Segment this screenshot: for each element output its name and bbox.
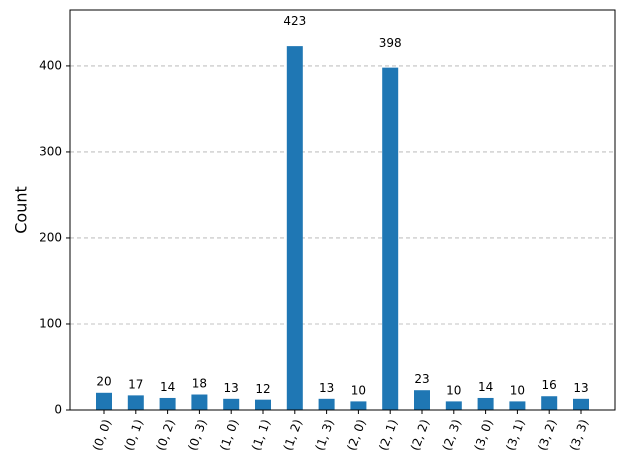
bar	[318, 398, 335, 410]
x-tick-label: (0, 3)	[185, 417, 209, 452]
data-label: 10	[446, 384, 461, 398]
y-tick-label: 400	[39, 58, 62, 72]
x-tick-label: (1, 1)	[249, 417, 273, 452]
x-tick-label: (3, 3)	[567, 417, 591, 452]
y-axis-label: Count	[12, 186, 31, 234]
x-tick-label: (2, 0)	[344, 417, 368, 452]
data-label: 23	[414, 372, 429, 386]
data-label: 10	[510, 384, 525, 398]
data-label: 14	[478, 380, 493, 394]
bar	[573, 398, 589, 410]
y-tick-label: 0	[54, 403, 62, 417]
x-tick-label: (3, 0)	[472, 417, 496, 452]
bar	[96, 392, 112, 410]
data-label: 423	[283, 14, 306, 28]
data-label: 14	[160, 380, 175, 394]
bar	[541, 396, 558, 410]
bar	[223, 398, 240, 410]
bar	[445, 401, 462, 410]
x-tick-label: (1, 3)	[313, 417, 337, 452]
bar	[255, 399, 271, 410]
y-tick-label: 100	[39, 316, 62, 330]
data-label: 13	[319, 381, 334, 395]
data-label: 10	[351, 384, 366, 398]
data-label: 13	[224, 381, 239, 395]
y-tick-label: 200	[39, 230, 62, 244]
x-tick-label: (3, 2)	[535, 417, 559, 452]
x-tick-label: (2, 1)	[376, 417, 400, 452]
bar	[127, 395, 144, 410]
bar	[191, 394, 208, 410]
data-label: 20	[96, 375, 111, 389]
bar	[477, 397, 494, 410]
x-tick-label: (1, 0)	[217, 417, 241, 452]
bar	[509, 401, 526, 410]
bar	[350, 401, 367, 410]
bar	[382, 67, 399, 411]
plot-frame	[69, 9, 616, 411]
bar	[286, 46, 303, 411]
x-tick-label: (2, 3)	[440, 417, 464, 452]
data-label: 12	[255, 382, 270, 396]
x-tick-label: (0, 1)	[122, 417, 146, 452]
data-label: 16	[542, 378, 557, 392]
x-tick-label: (3, 1)	[503, 417, 527, 452]
bar	[159, 397, 176, 410]
x-tick-label: (2, 2)	[408, 417, 432, 452]
data-label: 13	[573, 381, 588, 395]
x-tick-label: (0, 2)	[154, 417, 178, 452]
x-tick-label: (1, 2)	[281, 417, 305, 452]
data-label: 18	[192, 376, 207, 390]
y-tick-label: 300	[39, 144, 62, 158]
data-label: 398	[379, 36, 402, 50]
data-label: 17	[128, 377, 143, 391]
x-tick-label: (0, 0)	[90, 417, 114, 452]
bar	[414, 390, 430, 410]
